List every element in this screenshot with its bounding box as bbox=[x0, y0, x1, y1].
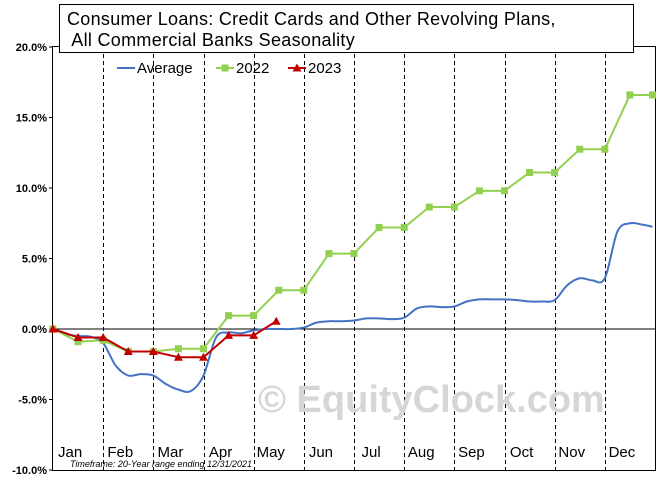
legend-label: 2022 bbox=[236, 60, 269, 77]
data-point bbox=[425, 203, 433, 211]
series-line bbox=[52, 320, 277, 359]
y-tick-label: 15.0% bbox=[16, 113, 47, 125]
chart-title-line-1: Consumer Loans: Credit Cards and Other R… bbox=[67, 9, 556, 29]
legend-label: 2023 bbox=[308, 60, 341, 77]
data-point bbox=[626, 91, 634, 99]
data-point bbox=[450, 203, 458, 211]
data-point bbox=[475, 187, 483, 195]
y-tick-label: -10.0% bbox=[12, 465, 47, 477]
y-tick-label: 0.0% bbox=[22, 324, 47, 336]
data-point bbox=[250, 312, 258, 320]
x-tick-label: Dec bbox=[609, 444, 636, 461]
data-point bbox=[249, 330, 259, 339]
x-tick-label: Aug bbox=[408, 444, 435, 461]
timeframe-footnote: Timeframe: 20-Year range ending 12/31/20… bbox=[70, 459, 252, 469]
series-average bbox=[52, 221, 653, 393]
data-point bbox=[221, 64, 229, 72]
legend-item: 2023 bbox=[288, 60, 341, 77]
x-tick-label: Feb bbox=[107, 444, 133, 461]
title-box bbox=[59, 4, 634, 53]
data-point bbox=[123, 347, 133, 356]
x-tick-label: May bbox=[257, 444, 286, 461]
watermark-text: © EquityClock.com bbox=[258, 379, 605, 421]
legend-label: Average bbox=[137, 60, 193, 77]
data-point bbox=[325, 250, 333, 258]
data-point bbox=[174, 345, 182, 353]
data-point bbox=[350, 250, 358, 258]
data-point bbox=[48, 324, 58, 333]
x-axis: Jan Feb Mar Apr May Jun Jul Aug Sep Oct Nov Dec bbox=[58, 444, 636, 461]
x-tick-label: Apr bbox=[209, 444, 232, 461]
data-point bbox=[225, 312, 233, 320]
legend: Average 2022 2023 bbox=[117, 60, 341, 77]
series-2023 bbox=[48, 316, 281, 361]
data-point bbox=[148, 347, 158, 356]
data-point bbox=[601, 145, 609, 153]
data-point bbox=[400, 223, 408, 231]
x-tick-label: Jan bbox=[58, 444, 82, 461]
data-point bbox=[199, 352, 208, 361]
data-point bbox=[501, 187, 508, 195]
y-tick-label: 10.0% bbox=[16, 183, 47, 195]
x-tick-label: Sep bbox=[458, 444, 485, 461]
data-point bbox=[74, 338, 82, 346]
data-point bbox=[271, 316, 281, 325]
data-point bbox=[200, 345, 207, 353]
data-point bbox=[551, 168, 559, 176]
y-tick-label: -5.0% bbox=[18, 395, 47, 407]
x-tick-label: Nov bbox=[558, 444, 585, 461]
y-axis: 20.0% 15.0% 10.0% 5.0% 0.0% -5.0% -10.0% bbox=[12, 42, 655, 477]
x-tick-label: Jul bbox=[361, 444, 380, 461]
data-point bbox=[648, 91, 656, 99]
x-tick-label: Jun bbox=[309, 444, 333, 461]
data-point bbox=[375, 223, 383, 231]
data-point bbox=[173, 352, 183, 361]
y-tick-label: 20.0% bbox=[16, 42, 47, 54]
series-layer bbox=[48, 91, 656, 393]
data-point bbox=[300, 286, 308, 294]
x-tick-label: Mar bbox=[157, 444, 183, 461]
data-point bbox=[292, 63, 302, 72]
data-point bbox=[275, 286, 283, 294]
x-tick-label: Oct bbox=[510, 444, 534, 461]
legend-item: 2022 bbox=[216, 60, 269, 77]
series-line bbox=[52, 221, 653, 393]
data-point bbox=[224, 330, 234, 339]
data-point bbox=[576, 145, 584, 153]
y-tick-label: 5.0% bbox=[22, 254, 47, 266]
legend-item: Average bbox=[117, 60, 193, 77]
chart-title-line-2: All Commercial Banks Seasonality bbox=[67, 30, 355, 50]
data-point bbox=[526, 168, 534, 176]
data-point bbox=[73, 332, 83, 341]
data-point bbox=[98, 332, 108, 341]
month-grid bbox=[103, 47, 606, 470]
